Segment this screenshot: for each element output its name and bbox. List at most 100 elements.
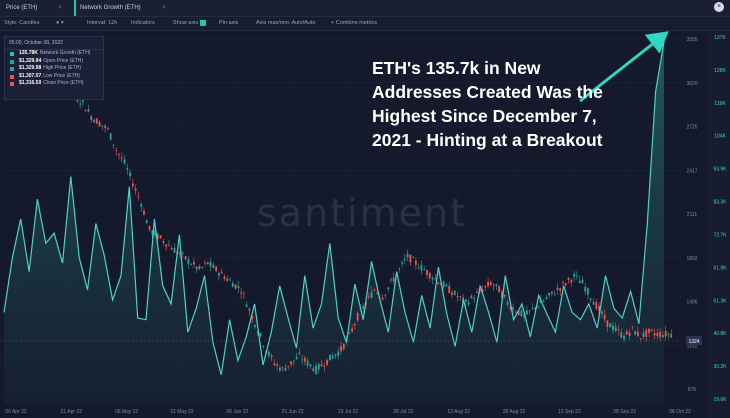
candle (467, 302, 470, 305)
combine-metrics-button[interactable]: + Combine metrics (331, 20, 378, 26)
x-axis-tick: 13 Aug 22 (447, 409, 470, 415)
candle (584, 286, 587, 292)
axis-max-min-select[interactable]: Axis max/min: Auto/Auto (256, 20, 316, 26)
price-axis-tick: 876 (688, 387, 697, 393)
x-axis-tick: 21 Apr 22 (61, 409, 83, 415)
chart-canvas: santiment 3335 3020 2725 2417 2111 1802 1496 11… (0, 31, 730, 418)
candle (634, 331, 637, 335)
color-dot-icon[interactable]: ● ▾ (56, 20, 64, 26)
candle (503, 295, 506, 297)
candle (151, 230, 154, 235)
candle (323, 366, 326, 368)
candle (600, 311, 603, 314)
candle (637, 331, 639, 337)
candle (392, 277, 395, 282)
candle (254, 325, 256, 328)
candle (298, 352, 301, 355)
candle (193, 261, 195, 265)
candle (312, 368, 315, 371)
candle (93, 119, 95, 123)
show-axis-toggle[interactable]: Show axis (173, 17, 207, 30)
candle (648, 328, 650, 333)
candle (617, 329, 620, 331)
x-axis-tick: 28 Jul 22 (393, 409, 414, 415)
candle (575, 275, 578, 277)
candle (387, 287, 390, 289)
candle (348, 332, 351, 334)
candle (220, 271, 223, 274)
network-axis-tick: 40.8K (713, 331, 727, 337)
candle (284, 367, 287, 371)
chart-toolbar: Style: Candles ● ▾ Interval: 12h Indicat… (0, 17, 730, 31)
candle (545, 297, 548, 299)
candle (168, 244, 170, 246)
tab-network-growth[interactable]: Network Growth (ETH) × (74, 0, 176, 16)
candle (481, 289, 484, 293)
candle (528, 310, 531, 312)
candle (115, 150, 118, 151)
legend-row: $1,329.98 High Price (ETH) (5, 65, 103, 73)
candle (148, 226, 151, 230)
candle (170, 248, 173, 250)
candle (337, 351, 340, 356)
legend-label: Close Price (ETH) (43, 80, 84, 86)
candle (154, 230, 156, 236)
candle (551, 291, 553, 294)
network-axis-tick: 128K (714, 68, 726, 74)
candle (476, 292, 478, 293)
candle (420, 264, 423, 271)
candle (612, 325, 614, 331)
style-select[interactable]: Style: Candles (4, 20, 40, 26)
candle (143, 210, 145, 215)
current-price-label: 1324 (688, 339, 699, 345)
candle (526, 310, 528, 315)
tab-price-close-icon[interactable]: × (58, 5, 62, 11)
x-axis-tick: 21 May 22 (170, 409, 194, 415)
candle (464, 299, 467, 302)
candle (295, 357, 298, 360)
candle (567, 277, 570, 281)
legend-row: $1,329.94 Open Price (ETH) (5, 58, 103, 66)
interval-select[interactable]: Interval: 12h (87, 20, 118, 26)
pin-axis-toggle[interactable]: Pin axis (219, 20, 239, 26)
candle (603, 314, 606, 320)
legend-value: $1,329.94 (19, 57, 42, 64)
candle (356, 312, 359, 321)
x-axis-tick: 06 May 22 (115, 409, 139, 415)
candle (126, 168, 129, 170)
candle (401, 262, 403, 264)
x-axis-tick: 28 Aug 22 (503, 409, 526, 415)
close-panel-icon[interactable]: × (714, 2, 724, 12)
candle (459, 296, 462, 298)
candle (373, 290, 376, 291)
candle (587, 288, 589, 295)
candle (290, 361, 292, 365)
candle (442, 281, 445, 288)
annotation-line: Addresses Created Was the (372, 82, 603, 102)
legend-label: Low Price (ETH) (43, 72, 80, 79)
network-growth-line (3, 41, 665, 375)
network-axis-tick: 83.3K (713, 200, 727, 206)
indicators-button[interactable]: Indicators (131, 20, 155, 26)
x-axis-tick: 21 Jun 22 (282, 409, 304, 415)
candle (270, 355, 273, 358)
annotation-line: Highest Since December 7, (372, 106, 597, 126)
candle (501, 291, 503, 299)
x-axis-tick: 06 Jun 22 (226, 409, 248, 415)
candle (109, 133, 112, 140)
legend-swatch (10, 67, 14, 71)
candle (248, 308, 251, 311)
candle (279, 367, 281, 371)
tab-price[interactable]: Price (ETH) × (2, 0, 72, 16)
candle (351, 328, 353, 332)
candle (437, 282, 440, 284)
candle (201, 266, 204, 268)
candle (112, 144, 115, 146)
tab-network-growth-close-icon[interactable]: × (162, 5, 166, 11)
candle (104, 125, 107, 128)
candle (645, 330, 648, 337)
candle (223, 276, 226, 280)
candle (118, 153, 120, 155)
price-axis-tick: 3335 (686, 37, 697, 43)
legend-row: $1,307.07 Low Price (ETH) (5, 73, 103, 81)
